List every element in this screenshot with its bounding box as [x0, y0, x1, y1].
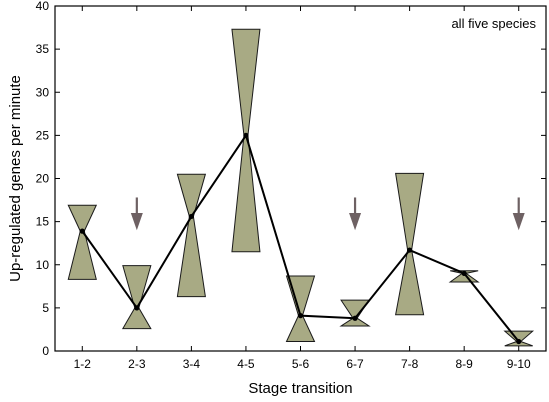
intervals-layer	[67, 28, 535, 347]
y-tick-label: 5	[42, 301, 49, 315]
interval-7-8	[395, 172, 425, 316]
x-tick-label: 6-7	[346, 357, 364, 371]
arrow-6-7	[349, 197, 362, 231]
arrow-2-3	[130, 197, 143, 231]
interval-4-5	[231, 28, 261, 253]
data-point-1-2	[79, 228, 85, 234]
annotation-text: all five species	[451, 16, 536, 31]
y-tick-label: 10	[36, 258, 50, 272]
y-tick-label: 30	[36, 85, 50, 99]
y-tick-label: 20	[36, 172, 50, 186]
x-tick-label: 8-9	[455, 357, 473, 371]
data-point-9-10	[516, 338, 522, 345]
arrow-head	[512, 213, 525, 231]
x-tick-label: 9-10	[507, 357, 531, 371]
y-tick-label: 0	[42, 344, 49, 358]
interval-6-7	[339, 299, 371, 327]
arrow-9-10	[512, 197, 525, 231]
data-point-6-7	[352, 315, 358, 321]
x-tick-label: 7-8	[401, 357, 419, 371]
x-tick-label: 4-5	[237, 357, 255, 371]
x-tick-label: 1-2	[74, 357, 92, 371]
data-point-4-5	[243, 132, 249, 138]
y-tick-label: 15	[36, 215, 50, 229]
series-line-layer	[79, 132, 522, 345]
data-point-7-8	[407, 247, 413, 253]
arrows-layer	[130, 197, 525, 231]
arrow-head	[130, 213, 143, 231]
interval-1-2	[67, 204, 98, 280]
x-tick-label: 5-6	[292, 357, 310, 371]
axis-ticks: 0 5 10 15 20 25 30 35 40 1-2 2-3 3-4 4-5 5-6 6-7 7-8 8-9…	[36, 0, 546, 371]
interval-2-3	[121, 265, 152, 330]
interval-3-4	[176, 173, 207, 298]
data-point-2-3	[134, 305, 140, 311]
data-point-8-9	[461, 270, 467, 276]
x-tick-label: 2-3	[128, 357, 146, 371]
y-tick-label: 40	[36, 0, 50, 13]
y-tick-label: 25	[36, 128, 50, 142]
data-point-3-4	[188, 213, 194, 220]
y-axis-label: Up-regulated genes per minute	[7, 75, 24, 282]
data-point-5-6	[297, 313, 304, 319]
x-tick-label: 3-4	[183, 357, 201, 371]
x-axis-label: Stage transition	[248, 380, 352, 397]
arrow-head	[349, 213, 362, 231]
y-tick-label: 35	[36, 42, 50, 56]
